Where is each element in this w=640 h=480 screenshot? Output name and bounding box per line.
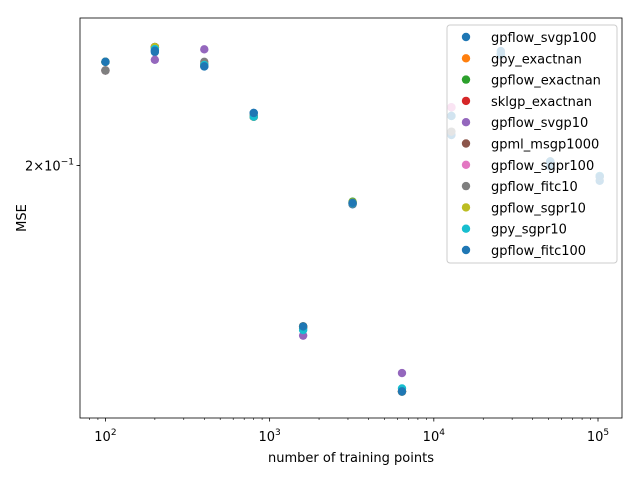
legend-label: gpflow_svgp100 (491, 31, 597, 46)
x-tick-label: 103 (258, 428, 280, 445)
legend-label: gpflow_sgpr10 (491, 201, 586, 216)
legend-entry: gpflow_svgp10 (461, 116, 588, 131)
x-tick-label: 104 (423, 428, 446, 445)
x-axis-ticks: 102 103 104 105 (89, 418, 609, 445)
legend-entry: gpflow_sgpr10 (461, 201, 586, 216)
legend-label: sklgp_exactnan (491, 95, 592, 110)
legend-marker (461, 139, 471, 148)
legend-marker (461, 118, 471, 127)
legend-marker (461, 203, 471, 212)
data-point (249, 108, 258, 118)
legend-entry: gpflow_fitc100 (461, 244, 586, 259)
legend-marker (461, 32, 471, 42)
data-point (150, 55, 160, 65)
data-point (397, 368, 407, 378)
legend-entry: gpy_sgpr10 (461, 223, 567, 238)
legend-entry: gpflow_fitc10 (461, 180, 578, 195)
y-tick-label: 2×10−1 (25, 158, 74, 175)
data-point (298, 322, 308, 331)
legend-entry: sklgp_exactnan (461, 95, 592, 110)
legend-label: gpflow_fitc100 (491, 244, 586, 259)
data-point (200, 62, 209, 71)
legend-entry: gpy_exactnan (461, 52, 582, 67)
data-point (150, 46, 160, 55)
legend-frame (446, 24, 618, 264)
legend-label: gpml_msgp1000 (491, 138, 599, 153)
legend-marker (461, 96, 471, 106)
data-point (101, 57, 110, 67)
legend-entry: gpflow_exactnan (461, 74, 601, 89)
x-tick-label: 102 (94, 428, 116, 445)
legend-label: gpflow_fitc10 (491, 180, 578, 195)
legend-label: gpy_sgpr10 (491, 223, 567, 238)
legend-marker (461, 245, 471, 255)
legend: gpflow_svgp100 gpy_exactnan gpflow_exactna… (446, 24, 618, 264)
data-point (101, 66, 110, 75)
legend-marker (461, 224, 471, 233)
legend-entry: gpflow_svgp100 (461, 31, 597, 46)
data-point (200, 45, 209, 54)
y-axis-label: MSE (15, 204, 30, 232)
axes-frame (79, 17, 623, 419)
x-tick-label: 105 (587, 428, 609, 445)
legend-marker (461, 160, 471, 169)
legend-marker (461, 54, 471, 63)
legend-entry: gpflow_sgpr100 (461, 159, 594, 174)
legend-label: gpflow_svgp10 (491, 116, 588, 131)
x-axis-label: number of training points (268, 451, 434, 466)
legend-marker (461, 181, 471, 191)
data-point (348, 198, 357, 208)
legend-marker (461, 75, 471, 84)
data-point (397, 387, 407, 396)
legend-label: gpflow_sgpr100 (491, 159, 594, 174)
legend-label: gpy_exactnan (491, 52, 582, 67)
legend-label: gpflow_exactnan (491, 74, 601, 89)
legend-entry: gpml_msgp1000 (461, 138, 599, 153)
